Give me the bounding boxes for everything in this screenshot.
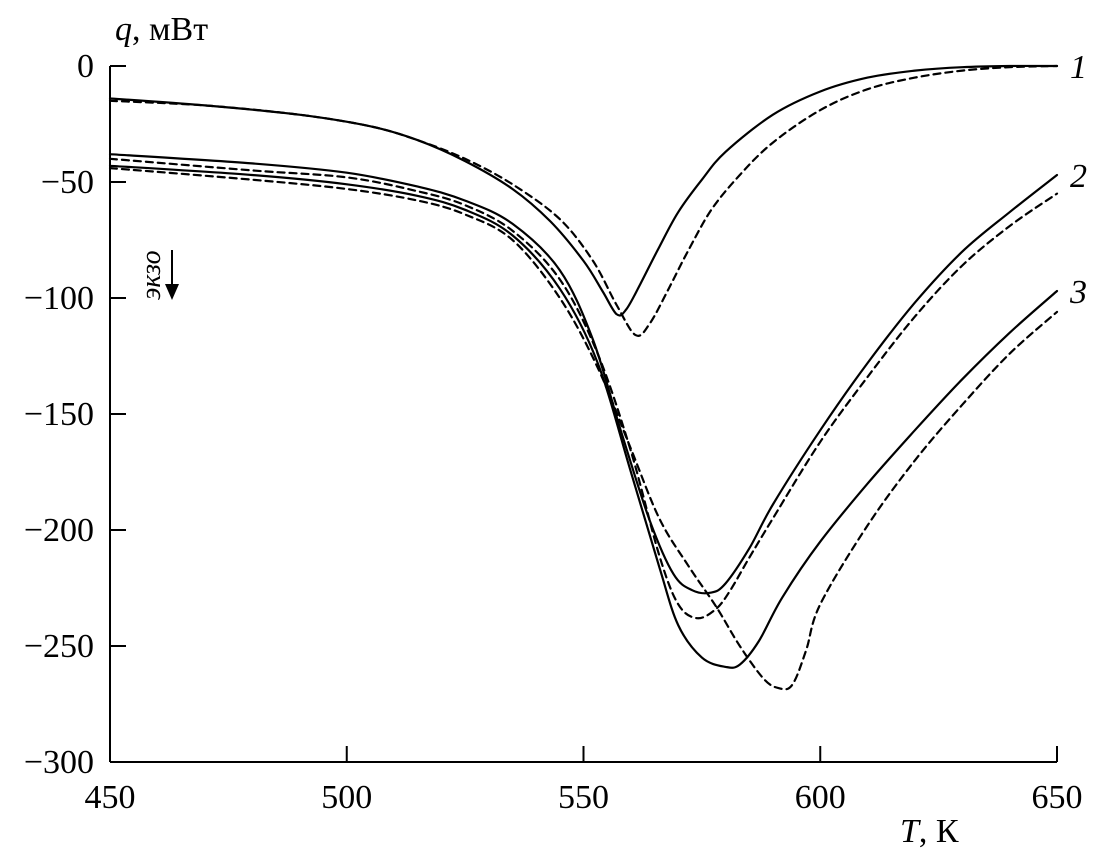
series-layer [108, 64, 1059, 691]
series-line-2-solid [108, 153, 1059, 595]
x-tick-label: 450 [85, 779, 136, 816]
curve-label-3: 3 [1069, 274, 1087, 311]
x-tick-label: 600 [795, 779, 846, 816]
exo-arrow-icon [165, 250, 179, 300]
x-axis-title: T, К [900, 813, 959, 850]
y-axis-title: q, мВт [115, 11, 208, 48]
exo-arrow-head [165, 284, 179, 300]
y-tick-label: −100 [24, 280, 94, 317]
series-line-1-solid [108, 64, 1059, 317]
x-axis-variable: T [900, 813, 921, 850]
y-axis-variable: q [115, 11, 132, 48]
y-tick-label: −250 [24, 628, 94, 665]
y-tick-label: −200 [24, 512, 94, 549]
series-line-2-dashed [108, 157, 1059, 620]
x-tick-label: 500 [321, 779, 372, 816]
series-line-1-dashed [108, 64, 1059, 337]
curve-label-1: 1 [1070, 49, 1087, 86]
series-line-3-dashed [108, 167, 1059, 691]
exo-annotation-label: экзо [136, 250, 167, 300]
x-tick-label: 550 [558, 779, 609, 816]
y-tick-label: −300 [24, 744, 94, 781]
series-line-3-solid [108, 164, 1059, 669]
y-tick-label: −50 [41, 164, 94, 201]
y-tick-label: −150 [24, 396, 94, 433]
y-tick-label: 0 [77, 48, 94, 85]
x-tick-label: 650 [1032, 779, 1083, 816]
axes: 450 500 550 600 650 0 −50 −100 −150 −200 −250 −300 [24, 48, 1083, 816]
x-axis-unit: , К [919, 813, 959, 850]
curve-label-2: 2 [1070, 158, 1087, 195]
labels-layer: q, мВт T, К 1 2 3 экзо [115, 11, 1087, 850]
y-axis-unit: , мВт [132, 11, 208, 48]
